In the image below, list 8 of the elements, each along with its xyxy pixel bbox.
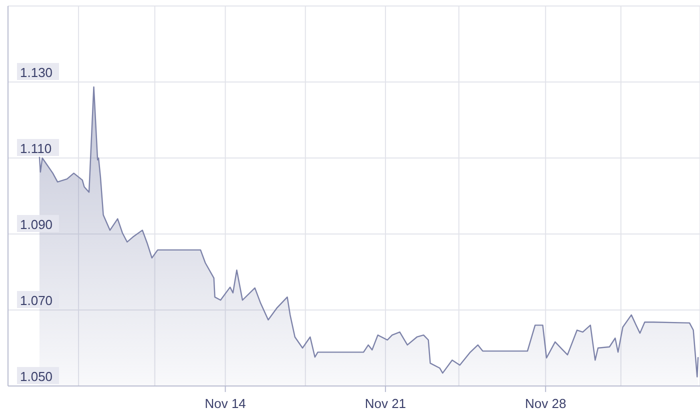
y-tick-label: 1.070 bbox=[20, 293, 53, 308]
x-tick-label: Nov 28 bbox=[524, 396, 566, 411]
y-tick-label: 1.090 bbox=[20, 217, 53, 232]
x-tick-label: Nov 21 bbox=[364, 396, 406, 411]
y-tick-label: 1.110 bbox=[20, 141, 52, 156]
x-tick-label: Nov 14 bbox=[204, 396, 246, 411]
y-tick-label: 1.130 bbox=[20, 65, 53, 80]
y-tick-label: 1.050 bbox=[20, 369, 53, 384]
